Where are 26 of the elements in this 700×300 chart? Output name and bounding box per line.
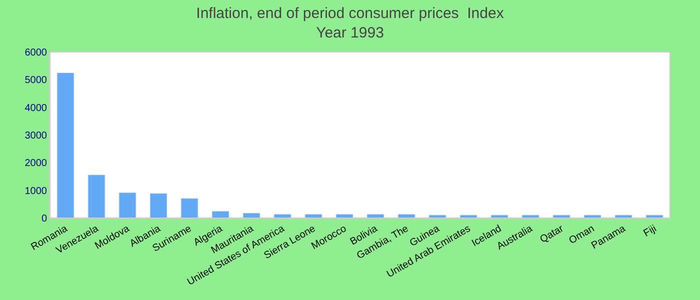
bar (212, 210, 230, 218)
y-tick-label: 0 (41, 214, 48, 224)
bar (56, 72, 74, 218)
bar (522, 214, 540, 218)
bar (150, 193, 168, 218)
bar (614, 214, 632, 218)
bar (88, 174, 106, 218)
bar (460, 214, 478, 218)
bar (242, 212, 260, 218)
bar (646, 214, 664, 218)
y-tick-label: 6000 (24, 48, 48, 58)
chart-title: Inflation, end of period consumer prices Index (196, 5, 504, 22)
y-tick-label: 1000 (24, 186, 48, 197)
bar (180, 198, 198, 218)
chart-subtitle: Year 1993 (316, 24, 384, 42)
bar (552, 214, 570, 218)
y-tick-label: 2000 (24, 158, 48, 170)
bar (490, 214, 508, 218)
x-tick-label: Qatar (538, 223, 566, 246)
y-tick-label: 4000 (24, 102, 48, 114)
bar (118, 192, 136, 218)
bar (584, 214, 602, 218)
x-tick-label: Fiji (642, 223, 658, 240)
y-tick-label: 5000 (24, 75, 48, 86)
bar (428, 214, 446, 218)
y-tick-label: 3000 (24, 130, 48, 142)
